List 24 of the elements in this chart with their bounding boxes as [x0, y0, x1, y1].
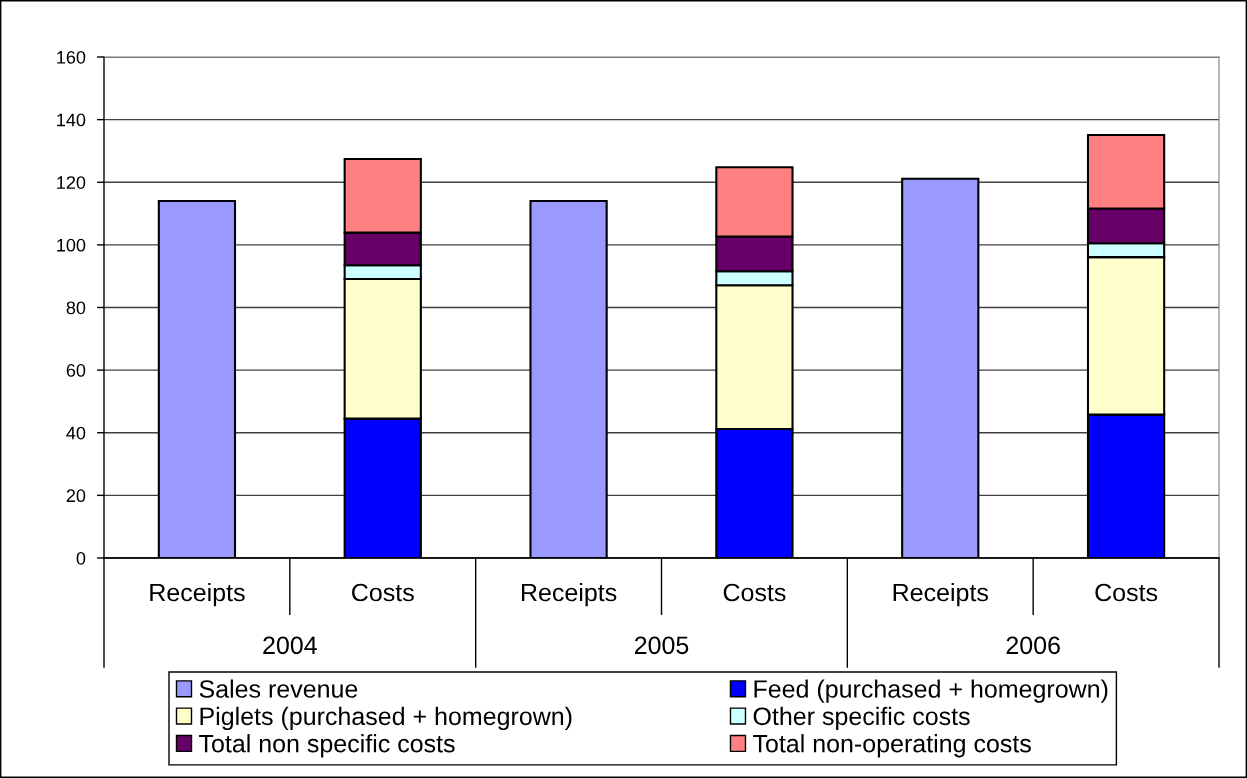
y-tick-label: 120: [57, 176, 86, 189]
legend-label: Sales revenue: [199, 679, 358, 698]
x-tick-label: Costs: [723, 583, 786, 602]
text: 2005: [634, 636, 689, 655]
legend-label: Piglets (purchased + homegrown): [200, 706, 572, 731]
y-tick-label: 0: [76, 551, 86, 565]
legend-label: Feed (purchased + homegrown): [754, 679, 1108, 703]
x-tick-label: Costs: [1095, 583, 1158, 602]
legend-label: Total non-operating costs: [753, 734, 1031, 758]
y-tick-label: 80: [66, 301, 86, 315]
x-tick-label: Receipts: [522, 583, 617, 607]
y-tick-label: 100: [57, 238, 86, 252]
y-tick-label: 60: [66, 364, 86, 377]
y-tick-label: 40: [66, 426, 86, 440]
y-tick-label: 160: [57, 50, 86, 64]
legend-label: Total non specific costs: [199, 734, 455, 758]
text: 2006: [1006, 636, 1060, 655]
x-tick-label: Costs: [352, 583, 414, 602]
y-tick-label: 140: [57, 113, 86, 127]
x-tick-label: Receipts: [150, 583, 245, 607]
y-tick-label: 20: [66, 489, 86, 503]
text: 2004: [263, 636, 317, 655]
legend-label: Other specific costs: [753, 706, 970, 731]
x-tick-label: Receipts: [893, 583, 988, 607]
